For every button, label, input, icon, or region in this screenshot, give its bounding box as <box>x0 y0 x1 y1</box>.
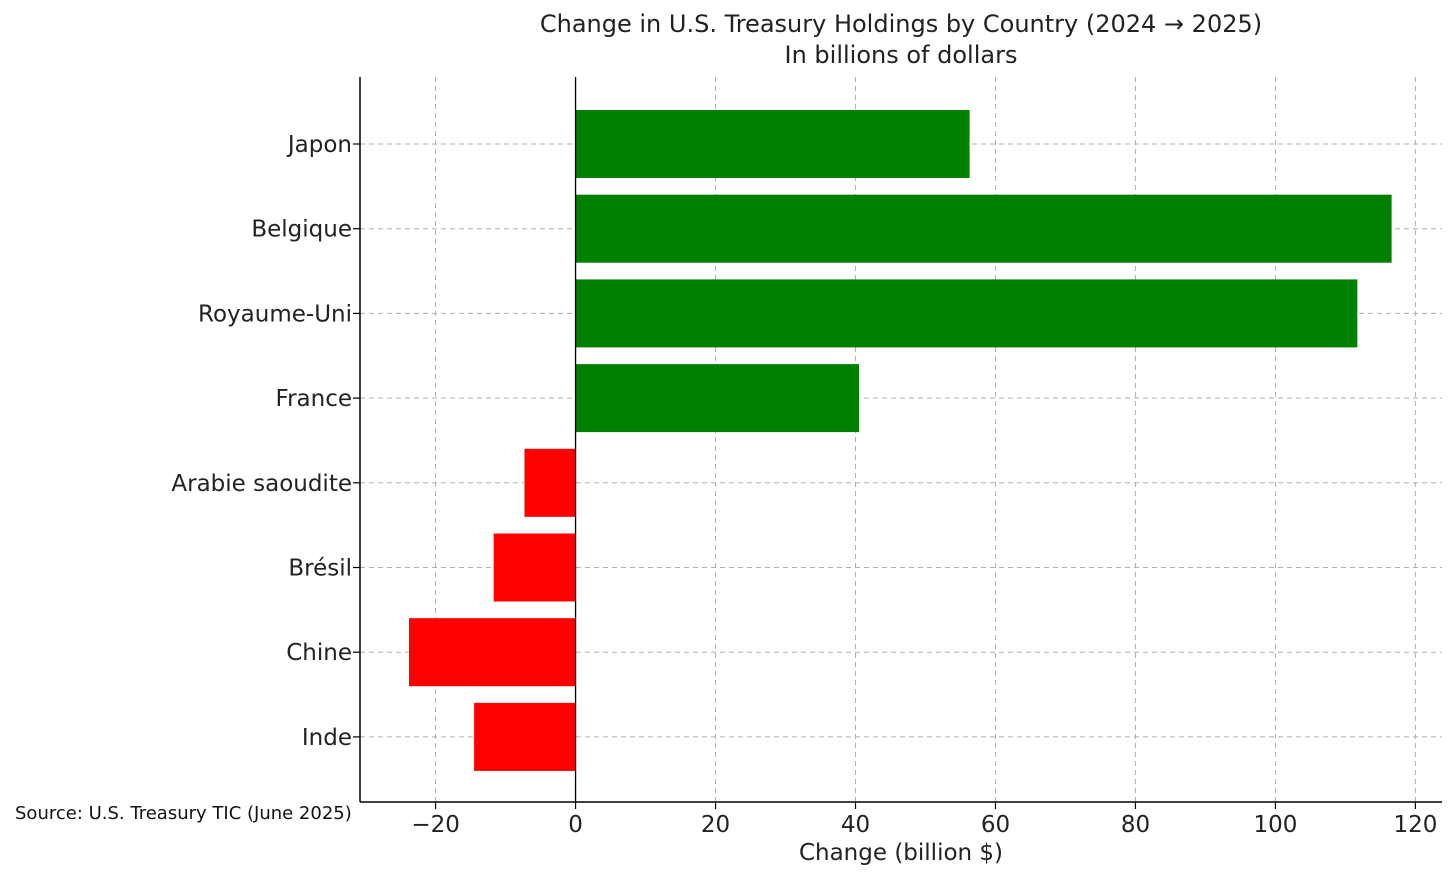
source-note: Source: U.S. Treasury TIC (June 2025) <box>15 803 352 824</box>
grid <box>360 77 1442 802</box>
bar <box>575 364 860 433</box>
chart-title: Change in U.S. Treasury Holdings by Coun… <box>539 10 1263 38</box>
y-tick-label: Japon <box>286 132 352 158</box>
y-tick-label: Inde <box>302 725 352 751</box>
y-tick-label: Chine <box>286 640 352 666</box>
x-tick-label: 60 <box>981 812 1010 838</box>
x-tick-label: 20 <box>701 812 730 838</box>
x-tick-label: 80 <box>1121 812 1150 838</box>
bar <box>493 533 576 602</box>
bars <box>408 110 1392 771</box>
y-tick-label: France <box>276 386 352 412</box>
bar <box>474 702 576 771</box>
x-tick-label: −20 <box>411 812 460 838</box>
x-axis-label: Change (billion $) <box>798 840 1004 866</box>
x-tick-label: 100 <box>1253 812 1297 838</box>
axes <box>353 77 1442 809</box>
chart-subtitle: In billions of dollars <box>784 41 1018 69</box>
y-tick-label: Arabie saoudite <box>171 471 352 497</box>
x-tick-label: 120 <box>1393 812 1437 838</box>
bar <box>524 448 576 517</box>
x-tick-label: 40 <box>841 812 870 838</box>
bar <box>408 618 576 687</box>
tick-labels: −20 0 20 40 60 80 100 120 Japon Belgique Royaume-U… <box>171 132 1437 838</box>
y-tick-label: Brésil <box>288 556 352 582</box>
bar <box>575 194 1392 263</box>
y-tick-label: Royaume-Uni <box>198 301 352 327</box>
y-tick-label: Belgique <box>251 217 352 243</box>
bar <box>575 279 1358 348</box>
bar <box>575 110 970 178</box>
x-tick-label: 0 <box>568 812 583 838</box>
